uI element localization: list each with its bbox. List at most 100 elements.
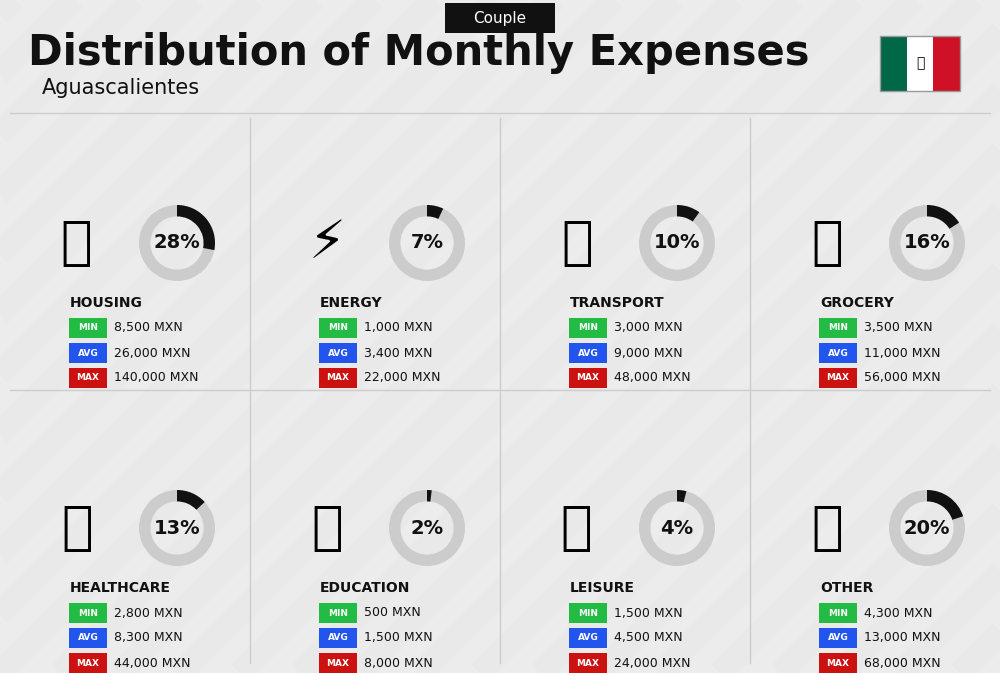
Text: AVG: AVG [828, 633, 848, 643]
Text: 🛍️: 🛍️ [561, 502, 593, 554]
Text: 13,000 MXN: 13,000 MXN [864, 631, 940, 645]
Text: 9,000 MXN: 9,000 MXN [614, 347, 683, 359]
FancyBboxPatch shape [569, 318, 607, 338]
Text: MIN: MIN [328, 608, 348, 618]
Text: 🏙️: 🏙️ [61, 217, 93, 269]
Text: MIN: MIN [578, 608, 598, 618]
Wedge shape [177, 490, 205, 509]
Wedge shape [639, 490, 715, 566]
Text: MAX: MAX [326, 374, 350, 382]
Text: LEISURE: LEISURE [570, 581, 635, 595]
Text: 2,800 MXN: 2,800 MXN [114, 606, 183, 620]
Text: MAX: MAX [326, 658, 350, 668]
Text: 44,000 MXN: 44,000 MXN [114, 656, 190, 670]
Text: 500 MXN: 500 MXN [364, 606, 421, 620]
Text: 1,000 MXN: 1,000 MXN [364, 322, 433, 334]
Text: OTHER: OTHER [820, 581, 873, 595]
Text: 13%: 13% [154, 518, 200, 538]
FancyBboxPatch shape [819, 318, 857, 338]
Text: 💗: 💗 [61, 502, 93, 554]
Text: 8,000 MXN: 8,000 MXN [364, 656, 433, 670]
FancyBboxPatch shape [445, 3, 555, 33]
Text: 26,000 MXN: 26,000 MXN [114, 347, 190, 359]
Text: GROCERY: GROCERY [820, 296, 894, 310]
Wedge shape [177, 205, 215, 250]
Wedge shape [389, 490, 465, 566]
Text: 16%: 16% [904, 234, 950, 252]
FancyBboxPatch shape [819, 368, 857, 388]
Text: 4,500 MXN: 4,500 MXN [614, 631, 683, 645]
Wedge shape [889, 490, 965, 566]
Wedge shape [889, 205, 965, 281]
Text: MAX: MAX [576, 374, 600, 382]
Text: MAX: MAX [76, 374, 100, 382]
Text: 68,000 MXN: 68,000 MXN [864, 656, 941, 670]
Text: MAX: MAX [826, 658, 850, 668]
Text: 48,000 MXN: 48,000 MXN [614, 371, 691, 384]
Text: TRANSPORT: TRANSPORT [570, 296, 665, 310]
Text: Couple: Couple [473, 11, 527, 26]
FancyBboxPatch shape [880, 36, 907, 90]
Text: ⚡: ⚡ [308, 217, 346, 269]
Text: MIN: MIN [328, 324, 348, 332]
FancyBboxPatch shape [319, 603, 357, 623]
Text: 20%: 20% [904, 518, 950, 538]
Text: 4,300 MXN: 4,300 MXN [864, 606, 932, 620]
Text: MIN: MIN [78, 608, 98, 618]
Wedge shape [639, 205, 715, 281]
Text: 1,500 MXN: 1,500 MXN [364, 631, 433, 645]
Text: EDUCATION: EDUCATION [320, 581, 410, 595]
Text: 4%: 4% [660, 518, 694, 538]
FancyBboxPatch shape [69, 603, 107, 623]
FancyBboxPatch shape [69, 368, 107, 388]
Text: MIN: MIN [828, 324, 848, 332]
Wedge shape [139, 490, 215, 566]
Text: 28%: 28% [154, 234, 200, 252]
Text: 3,400 MXN: 3,400 MXN [364, 347, 432, 359]
Text: AVG: AVG [328, 633, 348, 643]
FancyBboxPatch shape [819, 603, 857, 623]
Text: 🛒: 🛒 [811, 217, 843, 269]
Text: 8,500 MXN: 8,500 MXN [114, 322, 183, 334]
Text: HOUSING: HOUSING [70, 296, 143, 310]
Wedge shape [927, 205, 959, 229]
FancyBboxPatch shape [819, 628, 857, 648]
FancyBboxPatch shape [569, 628, 607, 648]
Text: 11,000 MXN: 11,000 MXN [864, 347, 940, 359]
Text: AVG: AVG [828, 349, 848, 357]
FancyBboxPatch shape [319, 653, 357, 673]
Text: AVG: AVG [78, 633, 98, 643]
Text: 3,000 MXN: 3,000 MXN [614, 322, 683, 334]
FancyBboxPatch shape [319, 343, 357, 363]
Text: MAX: MAX [76, 658, 100, 668]
FancyBboxPatch shape [69, 318, 107, 338]
Text: 10%: 10% [654, 234, 700, 252]
Wedge shape [389, 205, 465, 281]
Text: 7%: 7% [411, 234, 444, 252]
Text: MAX: MAX [576, 658, 600, 668]
Text: 2%: 2% [410, 518, 444, 538]
Text: 22,000 MXN: 22,000 MXN [364, 371, 440, 384]
FancyBboxPatch shape [569, 368, 607, 388]
FancyBboxPatch shape [319, 628, 357, 648]
Text: MAX: MAX [826, 374, 850, 382]
FancyBboxPatch shape [319, 318, 357, 338]
Text: 🎓: 🎓 [311, 502, 343, 554]
Text: MIN: MIN [578, 324, 598, 332]
Text: MIN: MIN [78, 324, 98, 332]
FancyBboxPatch shape [907, 36, 933, 90]
Wedge shape [427, 205, 443, 219]
FancyBboxPatch shape [569, 343, 607, 363]
Text: 👛: 👛 [811, 502, 843, 554]
Text: AVG: AVG [578, 349, 598, 357]
Text: Aguascalientes: Aguascalientes [42, 78, 200, 98]
FancyBboxPatch shape [69, 653, 107, 673]
Text: MIN: MIN [828, 608, 848, 618]
Text: ENERGY: ENERGY [320, 296, 383, 310]
Text: AVG: AVG [578, 633, 598, 643]
FancyBboxPatch shape [819, 343, 857, 363]
Text: AVG: AVG [328, 349, 348, 357]
Text: 1,500 MXN: 1,500 MXN [614, 606, 683, 620]
Wedge shape [677, 490, 686, 502]
FancyBboxPatch shape [319, 368, 357, 388]
